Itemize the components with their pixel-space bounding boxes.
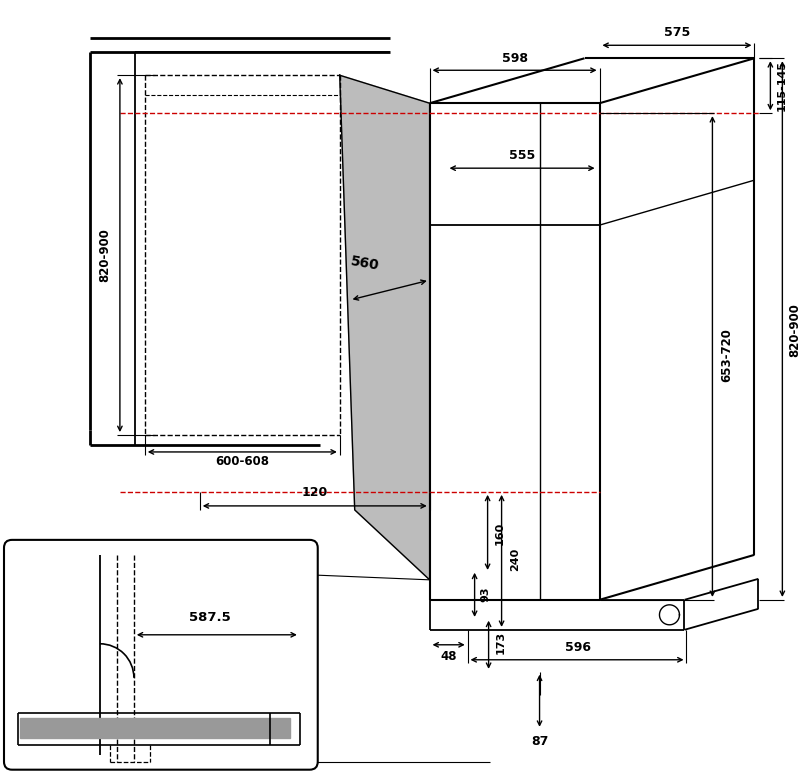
Text: 120: 120	[302, 487, 328, 500]
Text: 173: 173	[495, 631, 506, 655]
Text: 596: 596	[565, 641, 590, 655]
Text: 820-900: 820-900	[98, 228, 111, 282]
Text: 653-720: 653-720	[720, 328, 733, 382]
Text: 93: 93	[481, 586, 490, 601]
Text: 575: 575	[664, 25, 690, 39]
Text: 820-900: 820-900	[788, 303, 800, 357]
Text: 587.5: 587.5	[189, 611, 230, 625]
Text: 115-145: 115-145	[776, 59, 786, 111]
Text: 600-608: 600-608	[215, 456, 269, 469]
Text: 160: 160	[494, 521, 505, 544]
Text: 560: 560	[350, 254, 380, 272]
Polygon shape	[20, 718, 290, 738]
Polygon shape	[340, 76, 430, 580]
FancyBboxPatch shape	[4, 540, 318, 769]
Text: 555: 555	[510, 149, 536, 162]
Text: 48: 48	[440, 650, 457, 663]
Text: 87: 87	[531, 736, 548, 748]
Text: 240: 240	[510, 548, 521, 571]
Text: 598: 598	[502, 52, 527, 65]
